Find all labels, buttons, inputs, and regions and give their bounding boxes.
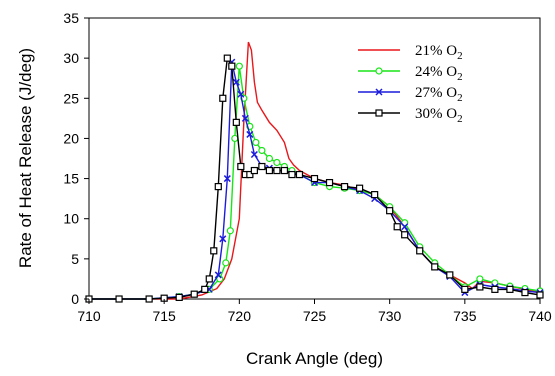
data-point — [476, 283, 484, 291]
data-point — [214, 271, 222, 279]
data-point — [288, 170, 296, 179]
x-tick-label: 740 — [528, 308, 552, 324]
legend-label: 27% O2 — [415, 85, 463, 104]
data-point — [461, 285, 469, 293]
y-tick-label: 25 — [63, 90, 79, 106]
data-point — [506, 285, 514, 293]
data-point — [258, 162, 266, 171]
data-point — [246, 130, 254, 138]
data-point — [237, 162, 245, 171]
x-axis-title: Crank Angle (deg) — [246, 349, 383, 368]
data-point — [232, 78, 240, 86]
legend-item: 27% O2 — [358, 85, 463, 104]
data-point — [219, 235, 227, 243]
data-point — [175, 293, 183, 301]
data-point — [265, 166, 273, 175]
data-point — [223, 175, 231, 183]
x-tick-label: 725 — [303, 308, 327, 324]
data-point — [340, 183, 349, 191]
legend-item: 30% O2 — [358, 106, 463, 125]
data-point — [325, 178, 334, 187]
data-point — [205, 275, 213, 283]
data-point — [310, 174, 319, 183]
data-point — [401, 231, 409, 239]
data-point — [232, 118, 240, 126]
legend-label: 24% O2 — [415, 64, 463, 83]
series-0 — [89, 41, 541, 300]
data-point — [250, 166, 258, 175]
data-point — [446, 271, 454, 279]
data-point — [241, 114, 249, 122]
data-point — [190, 290, 198, 298]
y-tick-label: 15 — [63, 171, 79, 187]
data-point — [416, 247, 424, 255]
x-tick-label: 730 — [378, 308, 402, 324]
data-point — [375, 88, 383, 96]
y-tick-label: 0 — [71, 291, 79, 307]
series-3 — [85, 54, 544, 303]
plot-frame — [88, 17, 541, 300]
data-point — [375, 109, 383, 117]
y-tick-label: 20 — [63, 130, 79, 146]
data-point — [145, 295, 153, 303]
data-point — [371, 191, 379, 199]
data-point — [375, 67, 383, 75]
data-point — [476, 275, 484, 283]
legend-item: 24% O2 — [358, 64, 463, 83]
legend-label: 21% O2 — [415, 43, 463, 62]
data-point — [115, 295, 123, 303]
x-tick-label: 735 — [453, 308, 477, 324]
data-point — [265, 154, 273, 163]
data-point — [273, 158, 281, 167]
data-point — [258, 146, 266, 155]
data-point — [201, 285, 209, 293]
series-line — [89, 41, 541, 300]
x-tick-label: 720 — [228, 308, 252, 324]
x-tick-label: 715 — [152, 308, 176, 324]
data-point — [222, 259, 230, 267]
data-point — [223, 54, 231, 62]
data-point — [246, 170, 254, 179]
data-point — [250, 150, 258, 159]
data-point — [214, 183, 222, 191]
series-layer — [85, 41, 544, 303]
data-point — [231, 134, 239, 143]
data-point — [356, 184, 364, 192]
data-point — [386, 207, 394, 215]
data-point — [219, 94, 227, 102]
data-point — [521, 288, 529, 297]
x-tick-label: 710 — [77, 308, 101, 324]
data-point — [226, 227, 234, 235]
data-point — [536, 291, 544, 299]
data-point — [210, 247, 218, 255]
data-point — [491, 285, 499, 293]
legend-item: 21% O2 — [358, 43, 463, 62]
data-point — [401, 223, 409, 231]
data-point — [273, 166, 281, 175]
data-point — [393, 223, 401, 231]
data-point — [252, 138, 260, 147]
data-point — [237, 90, 245, 98]
legend-label: 30% O2 — [415, 106, 463, 125]
data-point — [280, 166, 289, 175]
y-tick-label: 30 — [63, 50, 79, 66]
data-point — [295, 170, 304, 179]
y-tick-label: 35 — [63, 10, 79, 26]
data-point — [235, 62, 243, 70]
data-point — [228, 62, 236, 70]
axes-layer: 710 715 720 725 730 735 740 0 5 10 15 20 25 30 35 — [63, 10, 551, 324]
y-tick-label: 5 — [71, 251, 79, 267]
y-axis-title: Rate of Heat Release (J/deg) — [16, 48, 35, 268]
y-tick-label: 10 — [63, 211, 79, 227]
data-point — [431, 263, 439, 271]
legend: 21% O2 24% O2 27% O2 30% O2 — [358, 43, 463, 125]
